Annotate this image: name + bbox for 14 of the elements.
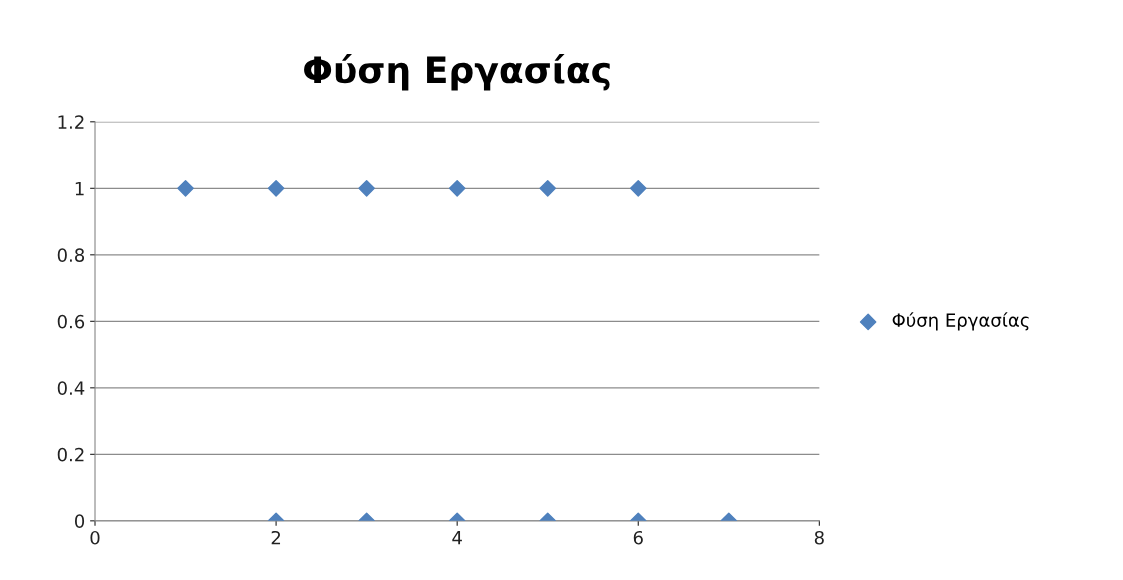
y-tick-label: 0.4 xyxy=(57,381,85,395)
y-tick-label: 1.2 xyxy=(58,115,84,129)
chart-title: Φύση Εργασίας xyxy=(304,54,610,91)
legend-label: Φύση Εργασίας xyxy=(892,312,1029,331)
x-tick-label: 8 xyxy=(814,530,824,545)
y-tick-label: 1 xyxy=(75,182,84,196)
y-tick-label: 0.6 xyxy=(57,314,85,329)
y-tick-label: 0 xyxy=(74,514,85,528)
x-tick-label: 0 xyxy=(90,530,100,545)
y-tick-label: 0.8 xyxy=(57,248,85,262)
x-tick-label: 6 xyxy=(633,530,643,545)
x-tick-label: 4 xyxy=(452,531,462,545)
y-tick-label: 0.2 xyxy=(57,447,84,462)
x-tick-label: 2 xyxy=(271,530,281,545)
